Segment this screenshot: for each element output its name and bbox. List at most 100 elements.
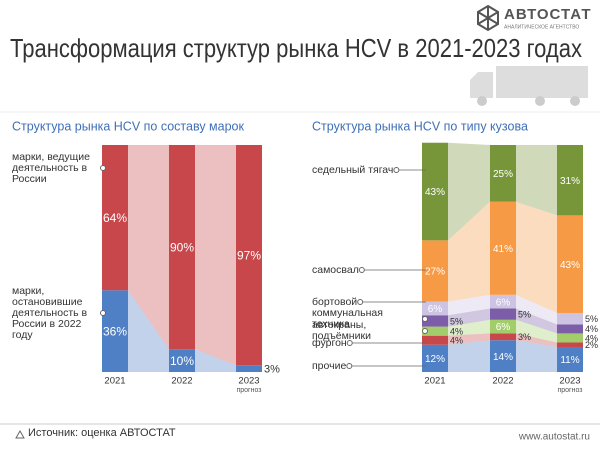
bar-segment (422, 326, 448, 336)
legend-label: седельный тягач (312, 163, 394, 176)
leader-dot (422, 328, 428, 334)
url: www.autostat.ru (518, 432, 590, 443)
flow-band (448, 319, 490, 336)
bar-segment (490, 333, 516, 341)
value-label: 5% (450, 316, 463, 326)
leader-dot (357, 299, 364, 305)
flow-band (516, 201, 557, 313)
flow-band (195, 145, 236, 366)
value-label: 6% (496, 322, 511, 333)
bar-segment (422, 142, 448, 241)
x-tick-label: 2022 (492, 376, 513, 387)
flow-band (448, 142, 490, 241)
bar-segment (422, 335, 448, 345)
chart-title: Структура рынка HCV по составу марок (12, 119, 245, 133)
x-tick-note: прогноз (557, 387, 582, 394)
value-label: 5% (518, 309, 531, 319)
value-label: 4% (585, 333, 598, 343)
value-label: 6% (428, 304, 443, 315)
bar-segment (169, 145, 195, 350)
value-label: 10% (170, 354, 194, 368)
value-label: 12% (425, 354, 445, 365)
flow-band (516, 340, 557, 372)
bar-segment (102, 290, 128, 372)
value-label: 64% (103, 211, 127, 225)
x-tick-label: 2023 (559, 376, 580, 387)
value-label: 41% (493, 244, 513, 255)
legend-label: коммунальная техника (312, 307, 383, 330)
legend-label: самосвал (312, 263, 359, 276)
bar-segment (557, 347, 583, 372)
bar-segment (557, 145, 583, 216)
flow-band (128, 290, 169, 372)
value-label: 31% (560, 176, 580, 187)
bar-segment (422, 301, 448, 316)
bar-segment (557, 333, 583, 343)
value-label: 97% (237, 248, 261, 262)
bar-segment (422, 344, 448, 372)
flow-band (516, 145, 557, 216)
flow-band (448, 201, 490, 302)
logo-icon (477, 4, 499, 32)
flow-band (195, 349, 236, 372)
value-label: 6% (496, 297, 511, 308)
value-label: 2% (585, 340, 598, 350)
flow-band (516, 294, 557, 325)
value-label: 5% (585, 314, 598, 324)
x-tick-label: 2023 (238, 376, 259, 387)
value-label: 11% (560, 355, 579, 366)
flow-band (448, 340, 490, 372)
legend-label: автокраны, подъёмники (312, 319, 371, 342)
source: Источник: оценка АВТОСТАТ (28, 427, 176, 439)
bar-segment (490, 145, 516, 202)
legend-label: марки, ведущие деятельность в России (12, 150, 90, 185)
bar-segment (557, 215, 583, 313)
flow-band (516, 333, 557, 348)
value-label: 3% (264, 364, 280, 376)
bar-segment (557, 312, 583, 325)
flow-band (448, 333, 490, 345)
flow-band (516, 319, 557, 343)
footer-icon (15, 429, 25, 439)
leader-dot (358, 267, 365, 273)
value-label: 3% (518, 332, 531, 342)
bar-segment (490, 294, 516, 309)
bar-segment (490, 319, 516, 334)
value-label: 25% (493, 169, 513, 180)
bar-segment (236, 365, 262, 372)
value-label: 90% (170, 240, 194, 254)
value-label: 43% (560, 260, 580, 271)
leader-dot (100, 310, 106, 316)
leader-dot (346, 340, 353, 346)
flow-band (516, 308, 557, 334)
bar-segment (490, 201, 516, 295)
bar-segment (490, 340, 516, 372)
flow-band (448, 308, 490, 327)
value-label: 4% (585, 324, 598, 334)
legend-label: бортовой (312, 295, 358, 308)
logo-subtitle: АНАЛИТИЧЕСКОЕ АГЕНТСТВО (504, 24, 579, 30)
bar-segment (557, 324, 583, 334)
title: Трансформация структур рынка HCV в 2021-… (10, 33, 582, 63)
logo: АВТОСТАТ (504, 6, 591, 23)
value-label: 36% (103, 324, 127, 338)
value-label: 4% (450, 336, 463, 346)
value-label: 14% (493, 352, 513, 363)
value-label: 27% (425, 267, 445, 278)
bar-segment (236, 145, 262, 366)
x-tick-label: 2021 (424, 376, 445, 387)
leader-dot (422, 316, 428, 322)
legend-label: марки, остановившие деятельность в Росси… (12, 284, 88, 341)
bar-segment (102, 145, 128, 291)
flow-band (128, 145, 169, 350)
leader-dot (346, 363, 353, 369)
flow-band (448, 294, 490, 316)
x-tick-label: 2021 (104, 376, 125, 387)
leader-dot (100, 165, 106, 171)
legend-label: фургон (312, 336, 347, 349)
x-tick-note: прогноз (236, 387, 261, 394)
bar-segment (490, 308, 516, 320)
bar-segment (557, 342, 583, 348)
